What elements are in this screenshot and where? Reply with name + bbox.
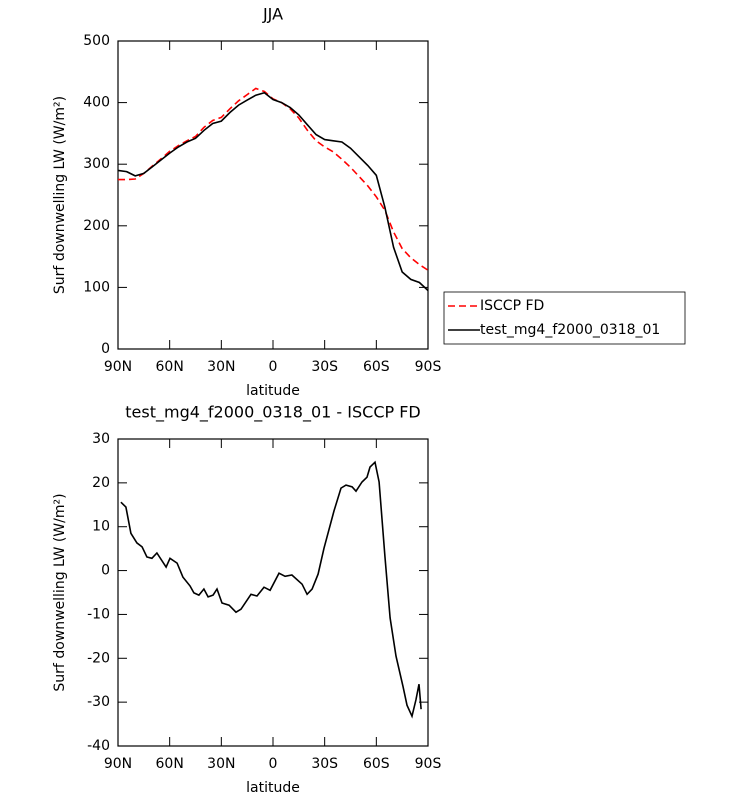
x-tick-label: 90S: [415, 756, 442, 772]
data-line: [118, 87, 429, 271]
y-tick-label: -40: [87, 738, 110, 754]
x-tick-label: 30N: [207, 359, 235, 375]
y-tick-label: 500: [83, 33, 110, 49]
x-tick-label: 90N: [104, 359, 132, 375]
y-tick-label: 0: [101, 563, 110, 579]
x-tick-label: 30S: [311, 756, 338, 772]
x-tick-label: 0: [269, 756, 278, 772]
y-tick-label: -20: [87, 650, 110, 666]
y-tick-label: 30: [92, 431, 110, 447]
y-axis-label: Surf downwelling LW (W/m²): [52, 493, 68, 691]
x-tick-label: 60N: [156, 756, 184, 772]
x-tick-label: 0: [269, 359, 278, 375]
x-tick-label: 90N: [104, 756, 132, 772]
y-tick-label: 0: [101, 341, 110, 357]
x-tick-label: 60S: [363, 756, 390, 772]
y-tick-label: 400: [83, 95, 110, 111]
y-tick-label: 100: [83, 279, 110, 295]
x-tick-label: 60S: [363, 359, 390, 375]
x-axis-label: latitude: [246, 780, 300, 796]
y-tick-label: -30: [87, 694, 110, 710]
x-tick-label: 60N: [156, 359, 184, 375]
legend-box: [443, 291, 686, 345]
x-tick-label: 90S: [415, 359, 442, 375]
legend-label: test_mg4_f2000_0318_01: [480, 322, 660, 338]
x-axis-label: latitude: [246, 383, 300, 399]
y-tick-label: 200: [83, 218, 110, 234]
x-tick-label: 30N: [207, 756, 235, 772]
legend-label: ISCCP FD: [480, 298, 544, 314]
data-line: [117, 91, 429, 292]
data-line: [120, 460, 422, 719]
chart-title: test_mg4_f2000_0318_01 - ISCCP FD: [125, 403, 421, 423]
y-tick-label: 300: [83, 156, 110, 172]
y-tick-label: 20: [92, 475, 110, 491]
y-axis-label: Surf downwelling LW (W/m²): [52, 96, 68, 294]
chart-title: JJA: [262, 5, 283, 24]
y-tick-label: -10: [87, 606, 110, 622]
plot-frame: [117, 438, 429, 747]
y-tick-label: 10: [92, 519, 110, 535]
x-tick-label: 30S: [311, 359, 338, 375]
